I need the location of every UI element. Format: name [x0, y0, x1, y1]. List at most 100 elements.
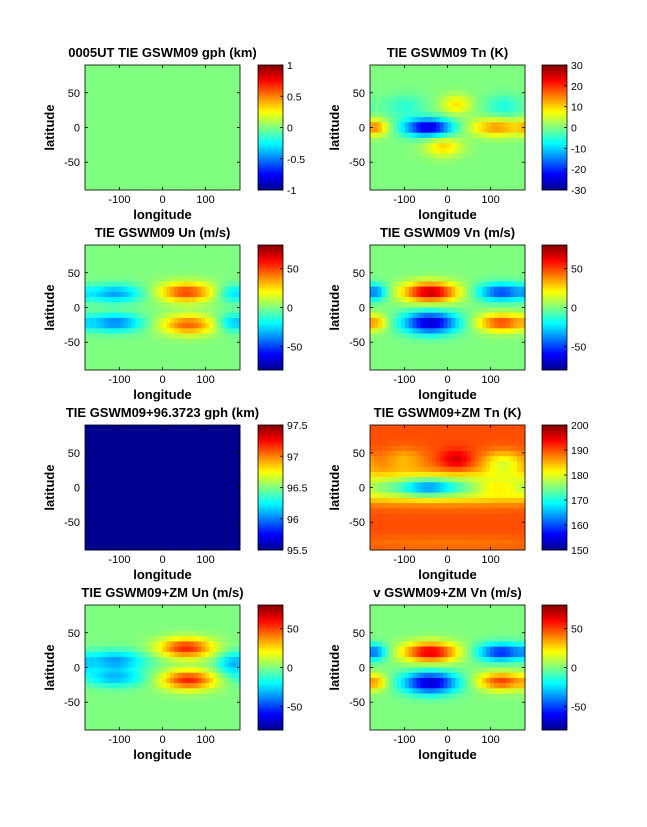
- heatmap-cell: [475, 122, 479, 128]
- heatmap-cell: [186, 441, 190, 447]
- heatmap-cell: [89, 313, 93, 319]
- heatmap-cell: [420, 86, 424, 92]
- heatmap-cell: [432, 185, 436, 191]
- heatmap-cell: [190, 441, 194, 447]
- heatmap-cell: [112, 117, 116, 123]
- heatmap-cell: [151, 482, 155, 488]
- heatmap-cell: [510, 334, 514, 340]
- heatmap-cell: [213, 122, 217, 128]
- colorbar-tick-label: -0.5: [287, 154, 305, 166]
- heatmap-cell: [444, 148, 448, 154]
- heatmap-cell: [159, 154, 163, 160]
- heatmap-cell: [440, 245, 444, 251]
- heatmap-cell: [166, 143, 170, 149]
- heatmap-cell: [135, 138, 139, 144]
- heatmap-cell: [517, 271, 521, 277]
- heatmap-cell: [166, 245, 170, 251]
- heatmap-cell: [228, 185, 232, 191]
- heatmap-cell: [174, 101, 178, 107]
- heatmap-cell: [101, 435, 105, 441]
- heatmap-cell: [201, 354, 205, 360]
- heatmap-cell: [510, 81, 514, 87]
- heatmap-cell: [397, 96, 401, 102]
- heatmap-cell: [448, 133, 452, 139]
- heatmap-cell: [186, 308, 190, 314]
- heatmap-cell: [370, 250, 374, 256]
- heatmap-cell: [104, 328, 108, 334]
- heatmap-cell: [389, 271, 393, 277]
- heatmap-cell: [101, 138, 105, 144]
- heatmap-cell: [494, 313, 498, 319]
- heatmap-cell: [89, 503, 93, 509]
- heatmap-cell: [124, 456, 128, 462]
- heatmap-cell: [101, 441, 105, 447]
- heatmap-cell: [432, 365, 436, 371]
- heatmap-cell: [479, 75, 483, 81]
- heatmap-cell: [213, 250, 217, 256]
- heatmap-cell: [225, 446, 229, 452]
- heatmap-cell: [475, 297, 479, 303]
- heatmap-cell: [120, 81, 124, 87]
- heatmap-cell: [393, 96, 397, 102]
- heatmap-cell: [116, 117, 120, 123]
- heatmap-cell: [440, 255, 444, 261]
- heatmap-cell: [101, 308, 105, 314]
- heatmap-cell: [197, 514, 201, 520]
- heatmap-cell: [108, 169, 112, 175]
- heatmap-cell: [147, 482, 151, 488]
- heatmap-cell: [93, 313, 97, 319]
- heatmap-cell: [182, 101, 186, 107]
- heatmap-cell: [217, 96, 221, 102]
- heatmap-cell: [228, 467, 232, 473]
- heatmap-cell: [510, 328, 514, 334]
- heatmap-cell: [128, 154, 132, 160]
- heatmap-cell: [448, 266, 452, 272]
- heatmap-cell: [89, 96, 93, 102]
- heatmap-cell: [143, 185, 147, 191]
- heatmap-cell: [132, 446, 136, 452]
- heatmap-cell: [139, 159, 143, 165]
- heatmap-cell: [186, 281, 190, 287]
- heatmap-cell: [386, 354, 390, 360]
- heatmap-cell: [378, 70, 382, 76]
- heatmap-cell: [93, 276, 97, 282]
- heatmap-cell: [382, 128, 386, 134]
- heatmap-cell: [517, 91, 521, 97]
- heatmap-cell: [128, 266, 132, 272]
- heatmap-cell: [440, 143, 444, 149]
- heatmap-cell: [510, 261, 514, 267]
- heatmap-cell: [128, 349, 132, 355]
- heatmap-cell: [217, 70, 221, 76]
- heatmap-cell: [424, 174, 428, 180]
- heatmap-cell: [513, 128, 517, 134]
- heatmap-cell: [436, 308, 440, 314]
- heatmap-cell: [116, 174, 120, 180]
- heatmap-cell: [197, 96, 201, 102]
- heatmap-cell: [494, 91, 498, 97]
- heatmap-cell: [513, 169, 517, 175]
- heatmap-cell: [459, 101, 463, 107]
- heatmap-cell: [463, 128, 467, 134]
- heatmap-cell: [104, 508, 108, 514]
- heatmap-cell: [101, 488, 105, 494]
- heatmap-cell: [221, 112, 225, 118]
- heatmap-cell: [467, 271, 471, 277]
- heatmap-cell: [482, 339, 486, 345]
- heatmap-cell: [213, 498, 217, 504]
- heatmap-cell: [128, 425, 132, 431]
- heatmap-cell: [213, 271, 217, 277]
- heatmap-cell: [486, 143, 490, 149]
- heatmap-cell: [482, 65, 486, 71]
- heatmap-cell: [444, 159, 448, 165]
- heatmap-cell: [228, 133, 232, 139]
- heatmap-cell: [432, 112, 436, 118]
- heatmap-cell: [112, 508, 116, 514]
- heatmap-cell: [124, 276, 128, 282]
- heatmap-cell: [178, 472, 182, 478]
- heatmap-cell: [382, 70, 386, 76]
- heatmap-cell: [232, 138, 236, 144]
- heatmap-cell: [170, 117, 174, 123]
- heatmap-cell: [382, 302, 386, 308]
- heatmap-cell: [482, 81, 486, 87]
- heatmap-cell: [221, 328, 225, 334]
